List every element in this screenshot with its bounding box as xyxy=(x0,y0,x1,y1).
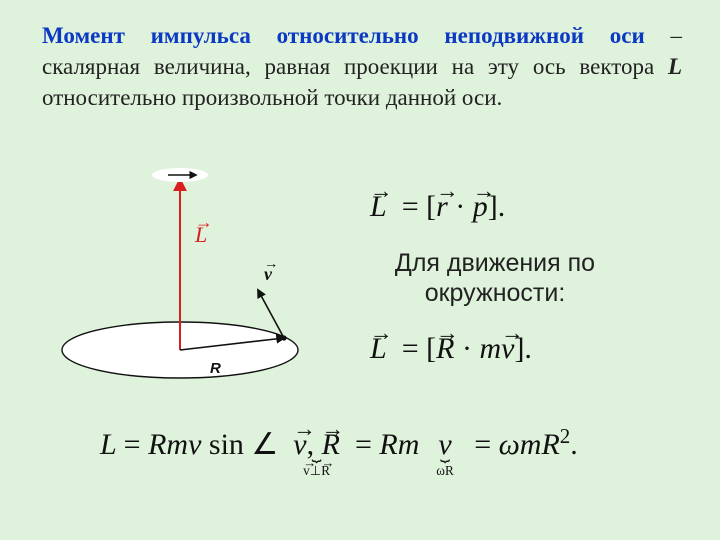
equation-L-rp: →L = [→r · →p]. xyxy=(370,190,505,224)
label-v: → v xyxy=(264,264,272,285)
subheading-circular-motion: Для движения по окружности: xyxy=(330,248,660,308)
para-text-2: относительно произвольной точки данной о… xyxy=(42,85,502,110)
label-R: R xyxy=(210,360,221,377)
term-highlight: Момент импульса относительно неподвижной… xyxy=(42,23,645,48)
definition-paragraph: Момент импульса относительно неподвижной… xyxy=(42,20,682,113)
angular-momentum-diagram: → L → v R xyxy=(40,160,320,420)
vector-L-symbol: L xyxy=(668,54,682,79)
label-L: → L xyxy=(195,222,207,248)
equation-L-Rmv: →L = [→R · m→v]. xyxy=(370,332,532,366)
equation-L-expanded: L = Rmv sin ∠ →v, →R ⏟→v⊥→R = Rm v ⏟ωR =… xyxy=(100,424,578,462)
